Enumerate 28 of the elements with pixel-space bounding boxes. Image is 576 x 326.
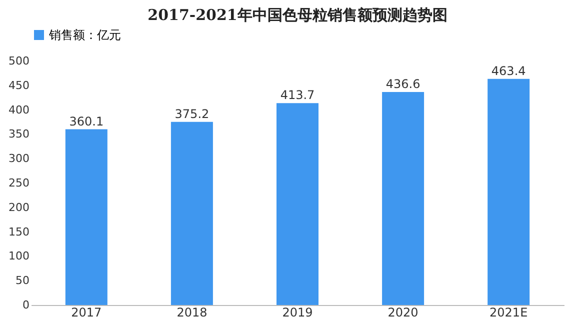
y-tick-label: 450	[8, 78, 30, 92]
bar	[382, 92, 424, 305]
y-tick-label: 250	[8, 176, 30, 190]
bar	[170, 122, 213, 305]
bar	[65, 129, 108, 305]
y-tick-label: 200	[8, 200, 30, 214]
chart-title: 2017-2021年中国色母粒销售额预测趋势图	[148, 6, 448, 24]
x-tick-label: 2019	[282, 306, 313, 320]
data-label: 463.4	[491, 64, 526, 78]
y-tick-label: 300	[8, 152, 30, 166]
x-tick-label: 2017	[71, 306, 102, 320]
x-tick-label: 2020	[388, 306, 418, 320]
y-tick-label: 50	[16, 274, 30, 288]
x-tick-label: 2021E	[490, 306, 528, 320]
data-label: 360.1	[69, 114, 104, 128]
y-tick-label: 150	[8, 225, 30, 238]
y-tick-label: 100	[8, 250, 30, 263]
y-tick-label: 350	[8, 128, 30, 141]
data-label: 375.2	[174, 106, 210, 121]
bar	[276, 103, 318, 305]
y-tick-label: 500	[8, 54, 30, 68]
data-label: 413.7	[280, 88, 315, 102]
y-tick-label: 0	[22, 298, 30, 312]
data-label: 436.6	[386, 76, 420, 91]
legend-label: 销售额：亿元	[48, 28, 121, 42]
x-tick-label: 2018	[176, 306, 208, 320]
y-tick-label: 400	[8, 103, 30, 116]
bar	[488, 78, 530, 305]
